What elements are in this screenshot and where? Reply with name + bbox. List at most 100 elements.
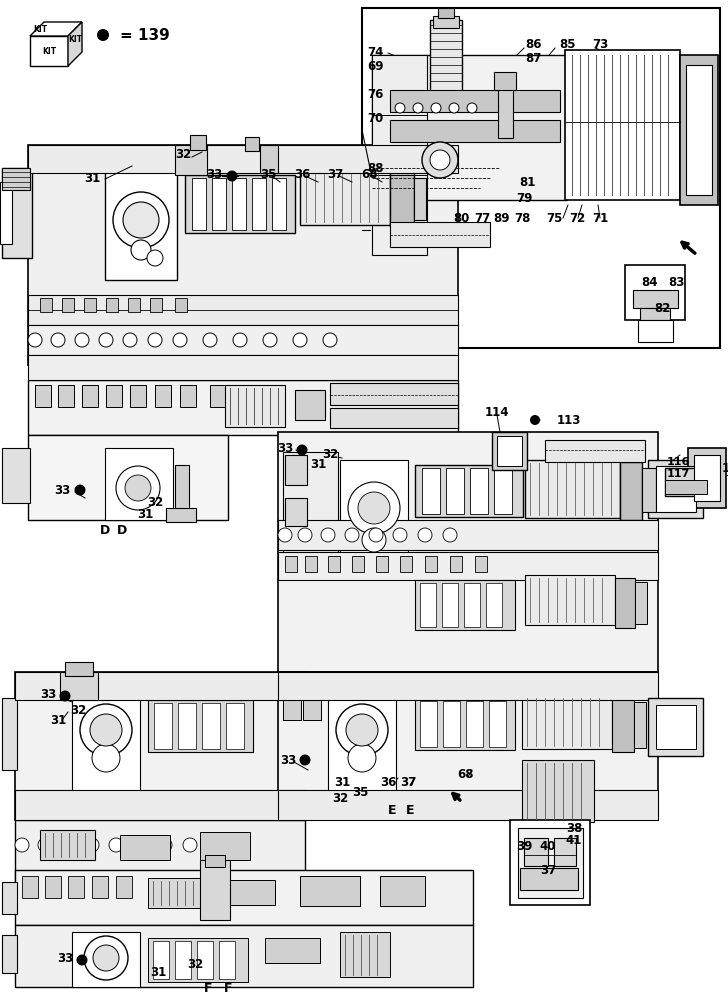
Bar [148, 938, 248, 982]
Bar [225, 385, 285, 427]
Text: 73: 73 [592, 38, 608, 51]
Bar [148, 700, 253, 752]
Bar [175, 465, 189, 510]
Bar [148, 878, 203, 908]
Bar [15, 925, 473, 987]
Text: 85: 85 [560, 38, 577, 51]
Bar [28, 325, 458, 355]
Bar [225, 880, 275, 905]
Bar [665, 480, 707, 494]
Circle shape [125, 475, 151, 501]
Text: D: D [117, 524, 127, 536]
Bar [60, 672, 98, 700]
Circle shape [109, 838, 123, 852]
Text: 115: 115 [722, 462, 728, 475]
Bar [62, 298, 74, 312]
Bar [2, 698, 17, 770]
Text: 37: 37 [400, 776, 416, 790]
Circle shape [467, 103, 477, 113]
Bar [525, 575, 615, 625]
Circle shape [208, 838, 222, 852]
Bar [92, 876, 108, 898]
Text: 75: 75 [546, 212, 562, 225]
Bar [545, 440, 645, 462]
Bar [518, 828, 583, 898]
Text: KIT: KIT [42, 46, 56, 55]
Bar [303, 685, 321, 720]
Bar [352, 556, 364, 572]
Text: 88: 88 [367, 161, 383, 174]
Bar [422, 468, 440, 514]
Circle shape [76, 954, 87, 966]
Circle shape [336, 704, 388, 756]
Bar [15, 790, 305, 820]
Bar [522, 760, 594, 822]
Bar [28, 145, 458, 173]
Circle shape [116, 466, 160, 510]
Circle shape [85, 838, 99, 852]
Text: 80: 80 [453, 212, 469, 225]
Bar [105, 165, 177, 280]
Circle shape [299, 754, 311, 766]
Bar [45, 876, 61, 898]
Circle shape [92, 744, 120, 772]
Bar [328, 685, 396, 795]
Text: 38: 38 [566, 822, 582, 834]
Bar [15, 820, 305, 910]
Circle shape [60, 690, 71, 702]
Bar [450, 556, 462, 572]
Bar [442, 583, 458, 627]
Bar [497, 436, 522, 466]
Circle shape [133, 838, 147, 852]
Bar [105, 448, 173, 520]
Bar [390, 120, 560, 142]
Bar [2, 168, 30, 190]
Text: 31: 31 [137, 508, 153, 522]
Circle shape [449, 103, 459, 113]
Circle shape [90, 714, 122, 746]
Bar [200, 860, 230, 920]
Bar [486, 583, 502, 627]
Bar [330, 408, 458, 428]
Bar [492, 432, 527, 470]
Bar [166, 508, 196, 522]
Text: 32: 32 [332, 792, 348, 804]
Circle shape [74, 485, 85, 495]
Bar [680, 55, 718, 205]
Circle shape [346, 714, 378, 746]
Bar [656, 705, 696, 749]
Circle shape [148, 333, 162, 347]
Text: 83: 83 [668, 275, 684, 288]
Circle shape [263, 333, 277, 347]
Text: 72: 72 [569, 212, 585, 225]
Bar [278, 672, 658, 700]
Text: 32: 32 [322, 448, 338, 460]
Bar [28, 435, 228, 520]
Text: 113: 113 [557, 414, 582, 426]
Bar [155, 385, 171, 407]
Circle shape [422, 142, 458, 178]
Circle shape [233, 838, 247, 852]
Bar [446, 468, 464, 514]
Bar [72, 685, 140, 795]
Text: 31: 31 [84, 172, 100, 184]
Text: 84: 84 [641, 275, 657, 288]
Bar [150, 298, 162, 312]
Bar [210, 385, 226, 407]
Circle shape [28, 333, 42, 347]
Bar [525, 460, 620, 518]
Bar [40, 830, 95, 860]
Circle shape [93, 945, 119, 971]
Bar [226, 703, 244, 749]
Bar [498, 88, 513, 138]
Text: KIT: KIT [33, 24, 47, 33]
Bar [197, 941, 213, 979]
Circle shape [293, 333, 307, 347]
Text: 114: 114 [485, 406, 510, 418]
Text: 33: 33 [57, 952, 73, 966]
Bar [520, 868, 578, 890]
Text: 37: 37 [540, 863, 556, 876]
Bar [554, 838, 576, 866]
Circle shape [97, 29, 109, 41]
Bar [494, 72, 516, 90]
